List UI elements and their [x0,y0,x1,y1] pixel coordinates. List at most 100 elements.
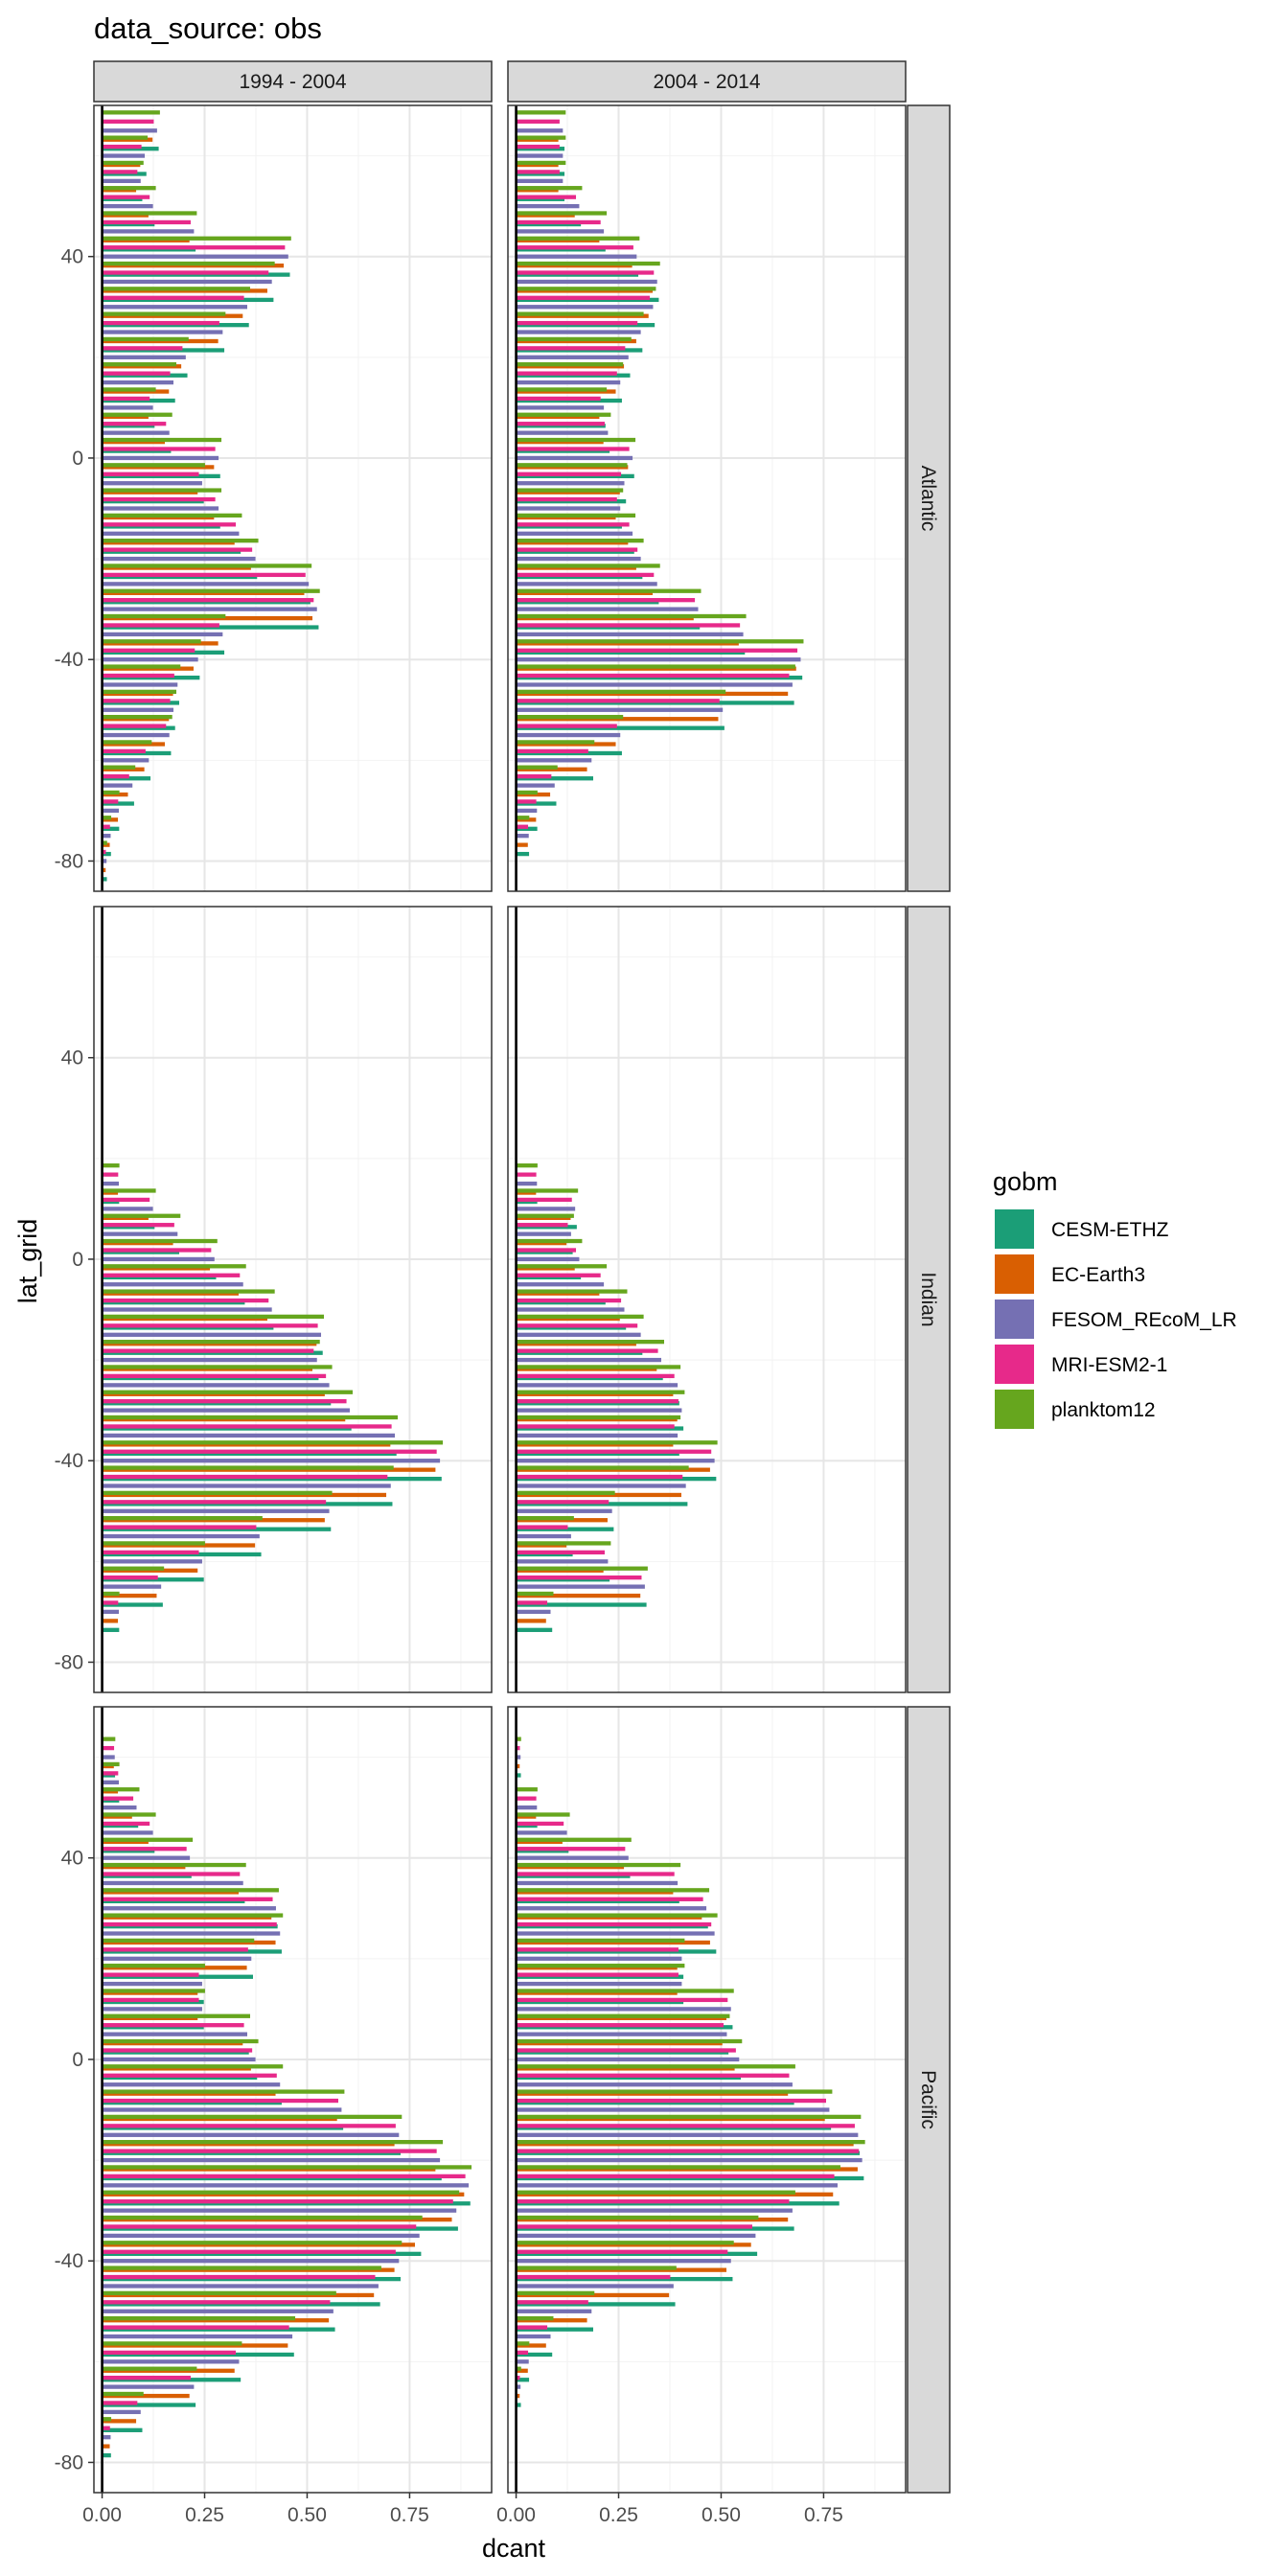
bar [516,1163,538,1168]
bar [102,808,120,814]
bar [516,2165,840,2170]
bar [102,2233,420,2239]
bar [516,639,804,644]
bar [516,1830,567,1835]
bar [516,1273,601,1277]
bar [516,648,798,653]
legend-label: planktom12 [1051,1399,1156,1421]
bar [102,1373,327,1379]
bar [102,1172,119,1177]
bar [102,1383,330,1388]
bar [516,1213,574,1218]
bar [102,2426,110,2430]
bar [516,254,637,259]
bar [102,1459,441,1463]
bar [102,160,144,166]
bar [516,1207,576,1211]
facet-strip-row [907,906,951,1693]
bar [516,1440,718,1445]
bar [516,211,608,216]
bar [102,430,170,435]
bar [102,582,310,586]
x-tick-label: 0.75 [804,2504,843,2526]
bar [102,2417,112,2422]
bar [516,2368,528,2373]
bar [516,1465,689,1470]
y-tick-label: 40 [61,1047,83,1070]
bar [516,219,601,225]
bar [102,699,171,703]
bar [102,1830,153,1835]
bar [516,186,583,191]
bar [516,430,609,435]
bar [102,1490,333,1495]
bar [516,1745,520,1751]
bar [102,2107,342,2112]
bar [516,657,801,662]
bar [516,1566,648,1571]
bar [516,1805,538,1810]
bar [516,799,537,804]
x-tick-label: 0.00 [496,2504,536,2526]
bar [516,2098,826,2104]
bar [102,2419,137,2424]
bar [102,279,272,285]
bar [516,128,564,133]
panel-border [93,1706,493,2494]
bar [102,455,219,461]
bar [516,2284,674,2288]
bar [516,1906,707,1911]
bar [516,261,660,266]
bar [102,556,256,562]
x-tick-label: 0.50 [702,2504,741,2526]
bar [102,170,138,174]
bar [102,824,110,829]
bar [102,2350,237,2356]
bar [516,2341,530,2346]
bar [102,195,150,199]
legend-swatch [995,1345,1034,1384]
bar [102,336,189,342]
bar [516,2352,553,2358]
legend-label: EC-Earth3 [1051,1264,1145,1286]
bar [102,851,111,857]
bar [102,849,106,855]
bar [516,1796,537,1801]
bar [516,2343,546,2348]
legend-label: MRI-ESM2-1 [1051,1354,1167,1376]
bar [516,572,655,578]
bar [516,2140,865,2145]
bar [102,748,146,754]
bar [516,1515,574,1521]
bar [102,1855,191,1860]
bar [516,748,588,754]
bar [516,2325,548,2330]
bar [102,1956,252,1961]
bar [102,1340,320,1345]
bar [516,2114,862,2120]
bar [102,211,197,216]
bar [516,170,560,174]
bar [516,1812,570,1817]
bar [102,144,142,150]
bar [516,2384,521,2389]
bar [516,2378,530,2382]
bar [102,816,112,820]
bar [516,2224,752,2229]
bar [516,2007,731,2012]
y-tick-label: -40 [55,1450,83,1472]
bar [516,689,726,694]
bar [102,1223,174,1228]
facet-strip-column [507,60,907,103]
bar [516,531,633,536]
bar [102,1323,318,1328]
bar [102,2409,141,2415]
bar [516,1847,626,1852]
bar [102,330,223,334]
bar [102,867,106,873]
bar [102,1771,119,1776]
bar [102,1197,150,1203]
bar [516,380,621,385]
bar [516,1972,678,1977]
